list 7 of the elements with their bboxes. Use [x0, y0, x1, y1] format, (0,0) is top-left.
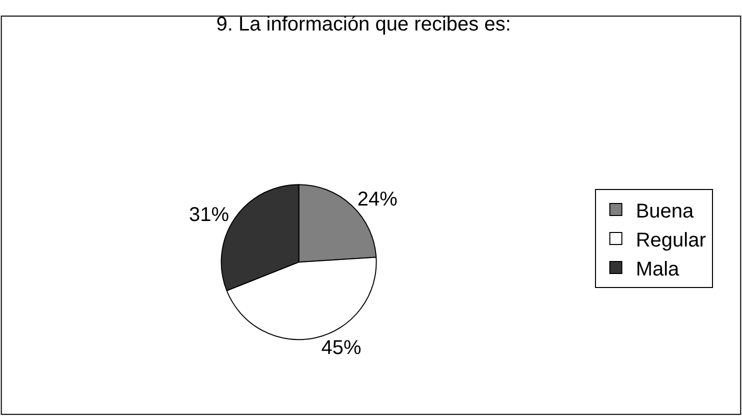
data-label: 31%	[188, 204, 230, 226]
legend-label: Mala	[636, 258, 680, 280]
legend-label: Regular	[636, 229, 706, 252]
legend-label: Buena	[636, 200, 695, 222]
data-label: 24%	[357, 188, 398, 211]
chart-title: 9. La información que recibes es:	[216, 14, 511, 36]
data-label: 45%	[321, 337, 362, 360]
